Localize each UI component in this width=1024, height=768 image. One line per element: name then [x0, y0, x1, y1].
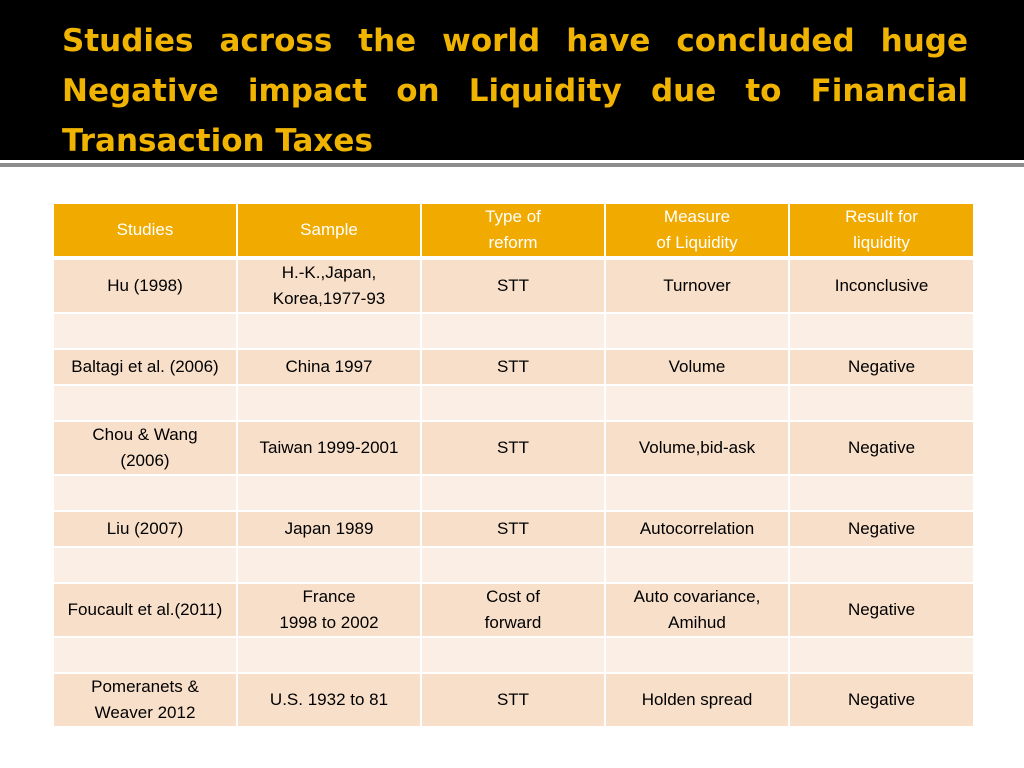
header-studies: Studies — [52, 202, 238, 259]
cell-empty — [604, 636, 790, 674]
cell-result: Negative — [788, 348, 975, 386]
cell-empty — [788, 636, 975, 674]
cell-reform: Cost of forward — [420, 582, 606, 638]
table-row: Hu (1998) H.-K.,Japan, Korea,1977-93 STT … — [52, 257, 975, 314]
cell-empty — [52, 474, 238, 512]
cell-empty — [788, 546, 975, 584]
header-type-of-reform: Type of reform — [420, 202, 606, 259]
cell-empty — [420, 546, 606, 584]
cell-empty — [604, 474, 790, 512]
title-bar: Studies across the world have concluded … — [0, 0, 1024, 160]
cell-reform: STT — [420, 510, 606, 548]
header-measure-of-liquidity: Measure of Liquidity — [604, 202, 790, 259]
cell-empty — [788, 474, 975, 512]
cell-reform: STT — [420, 257, 606, 314]
cell-measure: Autocorrelation — [604, 510, 790, 548]
cell-empty — [236, 384, 422, 422]
cell-empty — [236, 546, 422, 584]
cell-empty — [788, 384, 975, 422]
cell-empty — [604, 546, 790, 584]
cell-empty — [420, 474, 606, 512]
cell-empty — [52, 546, 238, 584]
cell-measure: Volume,bid-ask — [604, 420, 790, 476]
cell-study: Foucault et al.(2011) — [52, 582, 238, 638]
cell-sample: Japan 1989 — [236, 510, 422, 548]
cell-empty — [52, 312, 238, 350]
table-row-empty — [52, 546, 975, 584]
cell-reform: STT — [420, 420, 606, 476]
table-row: Liu (2007) Japan 1989 STT Autocorrelatio… — [52, 510, 975, 548]
cell-sample: France 1998 to 2002 — [236, 582, 422, 638]
cell-reform: STT — [420, 672, 606, 728]
cell-study: Chou & Wang (2006) — [52, 420, 238, 476]
cell-sample: Taiwan 1999-2001 — [236, 420, 422, 476]
cell-measure: Auto covariance, Amihud — [604, 582, 790, 638]
cell-empty — [52, 384, 238, 422]
header-result-for-liquidity: Result for liquidity — [788, 202, 975, 259]
cell-sample: H.-K.,Japan, Korea,1977-93 — [236, 257, 422, 314]
cell-empty — [420, 312, 606, 350]
header-sample: Sample — [236, 202, 422, 259]
table-row-empty — [52, 384, 975, 422]
cell-sample: China 1997 — [236, 348, 422, 386]
cell-empty — [236, 636, 422, 674]
cell-empty — [236, 312, 422, 350]
cell-reform: STT — [420, 348, 606, 386]
table-header-row: Studies Sample Type of reform Measure of L… — [52, 202, 975, 259]
cell-empty — [604, 384, 790, 422]
cell-study: Liu (2007) — [52, 510, 238, 548]
cell-sample: U.S. 1932 to 81 — [236, 672, 422, 728]
cell-measure: Turnover — [604, 257, 790, 314]
cell-empty — [236, 474, 422, 512]
table-row: Chou & Wang (2006) Taiwan 1999-2001 STT V… — [52, 420, 975, 476]
cell-empty — [788, 312, 975, 350]
table-row-empty — [52, 636, 975, 674]
cell-empty — [604, 312, 790, 350]
cell-result: Negative — [788, 510, 975, 548]
cell-empty — [420, 384, 606, 422]
cell-study: Pomeranets & Weaver 2012 — [52, 672, 238, 728]
cell-empty — [420, 636, 606, 674]
table-row: Pomeranets & Weaver 2012 U.S. 1932 to 81 … — [52, 672, 975, 728]
table-row-empty — [52, 312, 975, 350]
slide-title: Studies across the world have concluded … — [62, 23, 968, 159]
table-row: Baltagi et al. (2006) China 1997 STT Vol… — [52, 348, 975, 386]
cell-result: Negative — [788, 582, 975, 638]
title-divider — [0, 163, 1024, 167]
cell-measure: Volume — [604, 348, 790, 386]
cell-empty — [52, 636, 238, 674]
cell-result: Negative — [788, 420, 975, 476]
cell-study: Hu (1998) — [52, 257, 238, 314]
table-row-empty — [52, 474, 975, 512]
cell-study: Baltagi et al. (2006) — [52, 348, 238, 386]
cell-measure: Holden spread — [604, 672, 790, 728]
studies-table: Studies Sample Type of reform Measure of L… — [52, 202, 975, 728]
cell-result: Inconclusive — [788, 257, 975, 314]
table-row: Foucault et al.(2011) France 1998 to 2002… — [52, 582, 975, 638]
cell-result: Negative — [788, 672, 975, 728]
